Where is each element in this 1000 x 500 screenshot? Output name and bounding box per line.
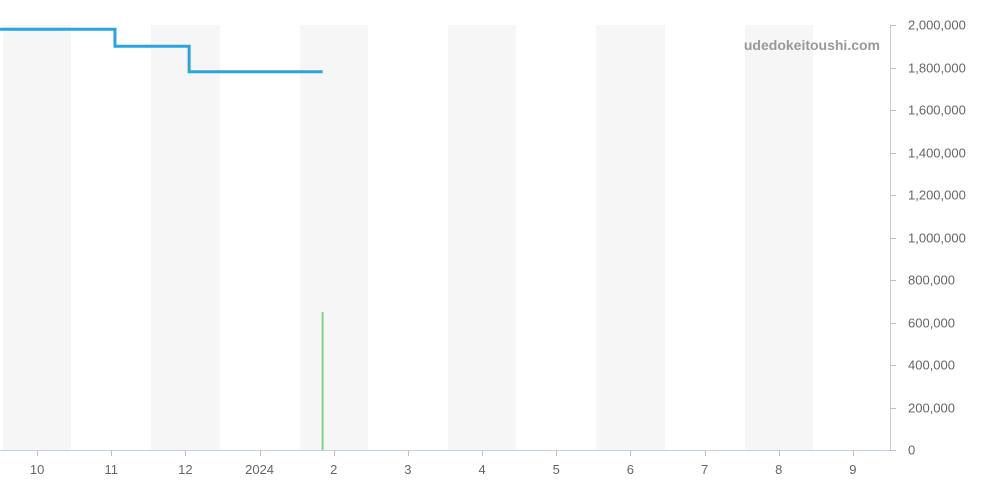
y-tick — [890, 408, 896, 409]
y-tick-label: 200,000 — [908, 400, 955, 415]
x-tick — [408, 450, 409, 456]
y-tick — [890, 153, 896, 154]
y-tick — [890, 450, 896, 451]
x-tick — [556, 450, 557, 456]
y-tick-label: 1,800,000 — [908, 60, 966, 75]
x-axis-line — [0, 450, 890, 451]
x-tick — [185, 450, 186, 456]
price-step-line — [0, 29, 323, 72]
y-tick-label: 1,200,000 — [908, 188, 966, 203]
price-chart: 0 200,000 400,000 600,000 800,000 1,000,000 1,… — [0, 0, 1000, 500]
x-tick-label: 5 — [553, 462, 560, 477]
x-tick — [111, 450, 112, 456]
x-tick-label: 7 — [701, 462, 708, 477]
x-tick-label: 11 — [105, 462, 119, 477]
x-tick-label: 6 — [627, 462, 634, 477]
y-tick — [890, 195, 896, 196]
x-tick-label: 3 — [404, 462, 411, 477]
x-tick-label: 2 — [330, 462, 337, 477]
y-tick-label: 1,400,000 — [908, 145, 966, 160]
y-tick — [890, 280, 896, 281]
x-tick-label: 12 — [178, 462, 192, 477]
x-tick — [630, 450, 631, 456]
y-tick — [890, 238, 896, 239]
y-tick-label: 1,600,000 — [908, 103, 966, 118]
plot-area: 0200,000400,000600,000800,0001,000,0001,… — [0, 25, 890, 450]
y-tick-label: 2,000,000 — [908, 18, 966, 33]
y-tick — [890, 25, 896, 26]
x-tick — [705, 450, 706, 456]
y-tick-label: 800,000 — [908, 273, 955, 288]
y-tick — [890, 323, 896, 324]
y-tick — [890, 68, 896, 69]
y-tick — [890, 110, 896, 111]
y-tick-label: 0 — [908, 443, 915, 458]
y-tick — [890, 365, 896, 366]
x-tick — [260, 450, 261, 456]
series-layer — [0, 25, 890, 450]
x-tick-label: 9 — [849, 462, 856, 477]
x-tick — [334, 450, 335, 456]
x-tick-label: 8 — [775, 462, 782, 477]
x-tick-label: 4 — [478, 462, 485, 477]
x-tick — [37, 450, 38, 456]
volume-bar — [322, 312, 324, 450]
y-tick-label: 1,000,000 — [908, 230, 966, 245]
y-tick-label: 400,000 — [908, 358, 955, 373]
x-tick — [853, 450, 854, 456]
x-tick-label: 2024 — [245, 462, 274, 477]
y-tick-label: 600,000 — [908, 315, 955, 330]
x-tick — [482, 450, 483, 456]
x-tick — [779, 450, 780, 456]
x-tick-label: 10 — [30, 462, 44, 477]
